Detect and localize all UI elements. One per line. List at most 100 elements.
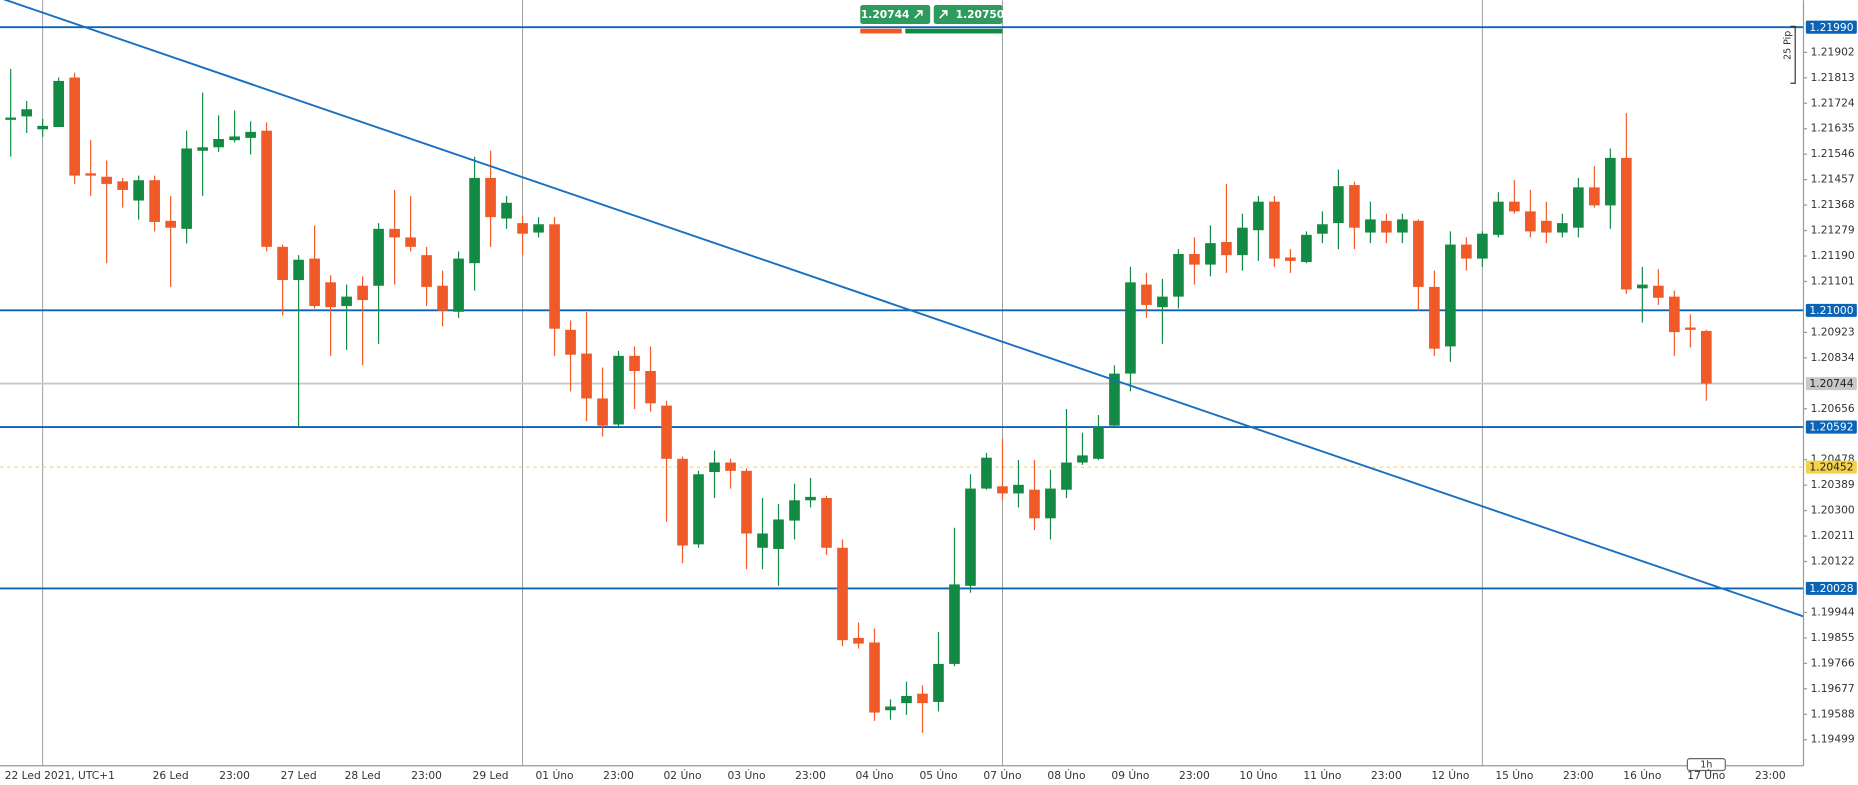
candle-body xyxy=(629,355,640,372)
candle-body xyxy=(1669,296,1680,333)
x-tick-label: 23:00 xyxy=(1179,769,1210,782)
y-tick-label: 1.20300 xyxy=(1811,504,1855,517)
candle-body xyxy=(1365,219,1376,233)
y-tick-label: 1.20211 xyxy=(1811,529,1855,542)
y-tick-label: 1.21190 xyxy=(1811,249,1855,262)
y-tick-label: 1.21724 xyxy=(1811,96,1855,109)
x-tick-label: 23:00 xyxy=(603,769,634,782)
x-tick-label: 15 Úno xyxy=(1495,769,1533,782)
pip-label: 25 Pip xyxy=(1783,31,1794,60)
x-tick-label: 17 Úno xyxy=(1687,769,1725,782)
timeframe-frame[interactable] xyxy=(1686,758,1726,772)
candle-body xyxy=(485,177,496,218)
x-tick-label: 22 Led 2021, UTC+1 xyxy=(5,769,115,782)
y-tick-label: 1.21368 xyxy=(1811,198,1855,211)
candle-body xyxy=(1061,462,1072,490)
x-tick-label: 04 Úno xyxy=(855,769,893,782)
trendline xyxy=(2,0,1804,618)
sell-volume-bar xyxy=(860,28,902,34)
candle-body xyxy=(293,259,304,281)
candle-body xyxy=(1269,201,1280,259)
candle-body xyxy=(1109,373,1120,426)
candle-body xyxy=(597,398,608,426)
candle-body xyxy=(117,181,128,190)
price-level-label: 1.20452 xyxy=(1809,461,1853,474)
candle-body xyxy=(997,486,1008,494)
candle-body xyxy=(1684,327,1696,330)
y-tick-label: 1.21546 xyxy=(1811,147,1855,160)
y-tick-label: 1.19944 xyxy=(1811,605,1855,618)
bid-arrow xyxy=(914,10,923,19)
x-tick-label: 07 Úno xyxy=(983,769,1021,782)
candle-body xyxy=(1253,201,1264,231)
pip-bracket xyxy=(1790,25,1796,84)
candle-body xyxy=(1477,233,1488,259)
y-tick-label: 1.19588 xyxy=(1811,707,1855,720)
candle-body xyxy=(5,117,16,120)
y-tick-label: 1.20834 xyxy=(1811,351,1855,364)
y-tick-label: 1.19499 xyxy=(1811,733,1855,746)
candle-body xyxy=(325,282,336,308)
bid-badge[interactable] xyxy=(860,5,931,24)
candle-body xyxy=(389,228,400,238)
candle-body xyxy=(469,177,480,264)
timeframe-box[interactable]: 1h xyxy=(1686,758,1726,772)
candle-body xyxy=(1093,426,1104,459)
candle-body xyxy=(1653,285,1664,298)
x-tick-label: 11 Úno xyxy=(1303,769,1341,782)
ask-arrow xyxy=(939,10,948,19)
candle-body xyxy=(1333,186,1344,224)
candle-body xyxy=(917,693,928,704)
candle-body xyxy=(1525,211,1536,232)
candle-body xyxy=(533,224,544,233)
price-level-label: 1.21000 xyxy=(1809,304,1853,317)
y-tick-label: 1.21279 xyxy=(1811,224,1855,237)
price-level-label: 1.20028 xyxy=(1809,582,1853,595)
candle-body xyxy=(1221,241,1232,256)
x-tick-label: 01 Úno xyxy=(536,769,574,782)
x-tick-label: 23:00 xyxy=(1563,769,1594,782)
candle-body xyxy=(853,637,864,644)
candle-body xyxy=(437,285,448,311)
candle-body xyxy=(53,80,64,128)
price-level-tag xyxy=(1805,460,1857,474)
y-tick-label: 1.19855 xyxy=(1811,631,1855,644)
x-tick-label: 23:00 xyxy=(795,769,826,782)
candle-body xyxy=(517,223,528,234)
price-level-tag xyxy=(1805,420,1857,434)
candle-body xyxy=(197,147,208,151)
candle-body xyxy=(101,176,112,184)
candle-body xyxy=(1189,254,1200,265)
y-tick-label: 1.21902 xyxy=(1811,45,1855,58)
x-tick-label: 09 Úno xyxy=(1111,769,1149,782)
ask-badge[interactable] xyxy=(933,5,1003,24)
x-tick-label: 03 Úno xyxy=(728,769,766,782)
plot-area xyxy=(0,0,1804,766)
x-tick-label: 23:00 xyxy=(219,769,250,782)
candle-body xyxy=(1029,489,1040,519)
candle-body xyxy=(1205,243,1216,265)
candle-body xyxy=(1541,220,1552,233)
x-tick-label: 16 Úno xyxy=(1623,769,1661,782)
candle-body xyxy=(1589,187,1600,206)
y-tick-label: 1.20389 xyxy=(1811,478,1855,491)
candle-body xyxy=(1077,455,1088,463)
candle-body xyxy=(661,405,672,459)
candle-body xyxy=(213,139,224,148)
candle-body xyxy=(453,258,464,312)
ask-price: 1.20750 xyxy=(956,8,1005,21)
buy-volume-bar xyxy=(905,28,1003,34)
candle-body xyxy=(693,474,704,545)
x-tick-label: 23:00 xyxy=(411,769,442,782)
candle-body xyxy=(1605,157,1616,206)
candle-body xyxy=(309,258,320,307)
x-tick-label: 23:00 xyxy=(1755,769,1786,782)
candle-body xyxy=(85,173,96,176)
x-tick-label: 28 Led xyxy=(345,769,381,782)
candle-body xyxy=(581,353,592,399)
candle-body xyxy=(869,642,880,713)
price-level-tag xyxy=(1805,20,1857,34)
candle-body xyxy=(1461,244,1472,259)
candle-body xyxy=(1013,484,1024,494)
candle-body xyxy=(21,109,32,117)
